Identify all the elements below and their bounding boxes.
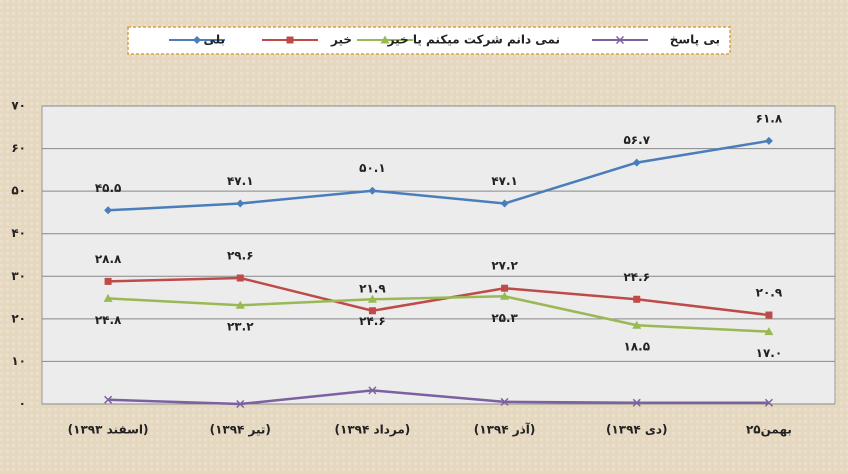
- legend-label: بلی: [203, 33, 225, 47]
- y-tick-label: ۳۰: [11, 269, 26, 283]
- point: [633, 295, 641, 303]
- legend-marker: [286, 36, 294, 44]
- legend-label: خیر: [330, 33, 352, 47]
- series-line: [108, 389, 769, 406]
- point: [764, 327, 774, 336]
- y-tick-label: ۰: [19, 397, 26, 411]
- y-tick-label: ۲۰: [11, 311, 26, 325]
- x-tick-label: بهمن۲۵: [746, 423, 792, 437]
- point: [368, 307, 376, 315]
- point: [104, 206, 113, 215]
- data-label: ۴۵.۵: [95, 181, 122, 195]
- point: [500, 291, 510, 300]
- y-tick-label: ۷۰: [11, 99, 26, 113]
- point: [367, 294, 377, 303]
- point: [632, 320, 642, 329]
- data-label: ۲۷.۲: [491, 259, 518, 273]
- data-label: ۲۳.۲: [227, 320, 254, 334]
- point: [235, 300, 245, 309]
- point: [764, 398, 773, 407]
- data-label: ۶۱.۸: [756, 111, 783, 125]
- point: [104, 277, 112, 285]
- data-label: ۲۴.۸: [95, 313, 122, 327]
- point: [500, 397, 509, 406]
- data-label: ۲۵.۳: [491, 311, 518, 325]
- y-tick-label: ۴۰: [11, 226, 26, 240]
- x-tick-label: (تیر ۱۳۹۴): [210, 423, 271, 437]
- legend-marker: [615, 35, 625, 45]
- y-tick-label: ۵۰: [11, 184, 26, 198]
- point: [764, 136, 773, 145]
- point: [765, 311, 773, 319]
- data-label: ۴۷.۱: [491, 174, 518, 188]
- data-label: ۲۸.۸: [95, 252, 122, 266]
- data-label: ۲۹.۶: [227, 248, 254, 262]
- y-tick-label: ۱۰: [11, 354, 26, 368]
- data-label: ۲۱.۹: [359, 281, 386, 295]
- data-label: ۱۸.۵: [623, 340, 650, 354]
- legend-marker: [380, 35, 390, 44]
- x-tick-label: (دی ۱۳۹۴): [606, 423, 668, 437]
- point: [104, 395, 113, 404]
- point: [236, 399, 245, 409]
- point: [103, 293, 113, 302]
- x-tick-label: (مرداد ۱۳۹۴): [335, 423, 411, 437]
- data-label: ۱۷.۰: [756, 346, 783, 360]
- data-label: ۲۴.۶: [623, 270, 650, 284]
- y-tick-label: ۶۰: [11, 141, 26, 155]
- legend-marker: [193, 36, 201, 44]
- point: [236, 274, 244, 282]
- point: [500, 199, 509, 208]
- series-line: [108, 295, 769, 333]
- point: [632, 398, 641, 407]
- data-label: ۴۷.۱: [227, 174, 254, 188]
- point: [368, 186, 377, 195]
- data-label: ۵۶.۷: [623, 133, 650, 147]
- legend-label: بی پاسخ: [670, 33, 720, 47]
- series-line: [108, 276, 770, 317]
- data-label: ۲۴.۶: [359, 314, 386, 328]
- point: [368, 386, 377, 395]
- series-line: [108, 139, 770, 212]
- point: [236, 199, 245, 208]
- x-tick-label: (آذر ۱۳۹۴): [474, 422, 536, 437]
- legend-label: نمی دانم شرکت میکنم یا خیر: [387, 33, 560, 47]
- data-label: ۵۰.۱: [359, 161, 386, 175]
- x-tick-label: (اسفند ۱۳۹۳): [68, 423, 149, 437]
- data-label: ۲۰.۹: [756, 286, 783, 300]
- point: [501, 284, 509, 292]
- point: [632, 158, 641, 167]
